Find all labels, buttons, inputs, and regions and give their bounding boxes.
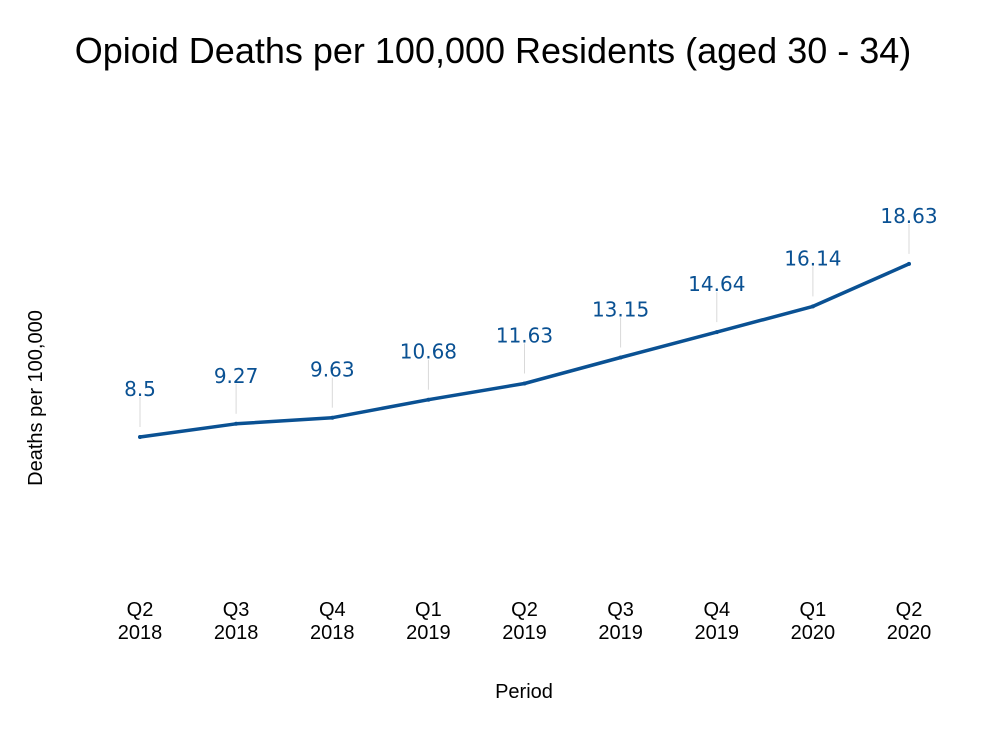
data-point — [234, 421, 239, 426]
chart-title: Opioid Deaths per 100,000 Residents (age… — [74, 30, 912, 71]
data-label: 11.63 — [496, 324, 553, 348]
x-tick-label: Q3 2018 — [214, 599, 259, 644]
data-label: 9.27 — [214, 364, 259, 388]
x-tick-label: Q4 2018 — [310, 599, 355, 644]
x-axis-tick-labels: Q2 2018 Q3 2018 Q4 2018 Q1 2019 Q2 2019 Q3 2019 Q4 20… — [118, 599, 932, 644]
x-tick-label: Q3 2019 — [598, 599, 643, 644]
data-point — [714, 330, 719, 335]
data-point — [810, 304, 815, 309]
x-tick-label: Q2 2020 — [887, 599, 932, 644]
x-tick-label: Q4 2019 — [695, 599, 740, 644]
data-point — [426, 397, 431, 402]
x-axis-title: Period — [495, 681, 553, 703]
data-label: 16.14 — [784, 246, 841, 270]
data-points — [138, 261, 911, 439]
y-axis-title: Deaths per 100,000 — [25, 310, 47, 486]
data-label: 9.63 — [310, 358, 355, 382]
data-label: 18.63 — [880, 204, 937, 228]
x-tick-label: Q1 2019 — [406, 599, 451, 644]
x-tick-label: Q2 2018 — [118, 599, 163, 644]
data-point — [907, 261, 911, 266]
data-label: 10.68 — [400, 340, 457, 364]
data-label: 8.5 — [124, 377, 156, 401]
data-point — [138, 435, 142, 439]
x-tick-label: Q2 2019 — [502, 599, 547, 644]
data-label: 14.64 — [688, 272, 745, 296]
x-tick-label: Q1 2020 — [791, 599, 836, 644]
data-label: 13.15 — [592, 298, 649, 322]
data-labels: 8.5 9.27 9.63 10.68 11.63 13.15 14.64 16.14 18.6… — [124, 204, 938, 401]
data-point — [618, 355, 623, 360]
data-point — [330, 415, 335, 420]
leader-lines — [139, 223, 910, 427]
data-point — [522, 381, 527, 386]
